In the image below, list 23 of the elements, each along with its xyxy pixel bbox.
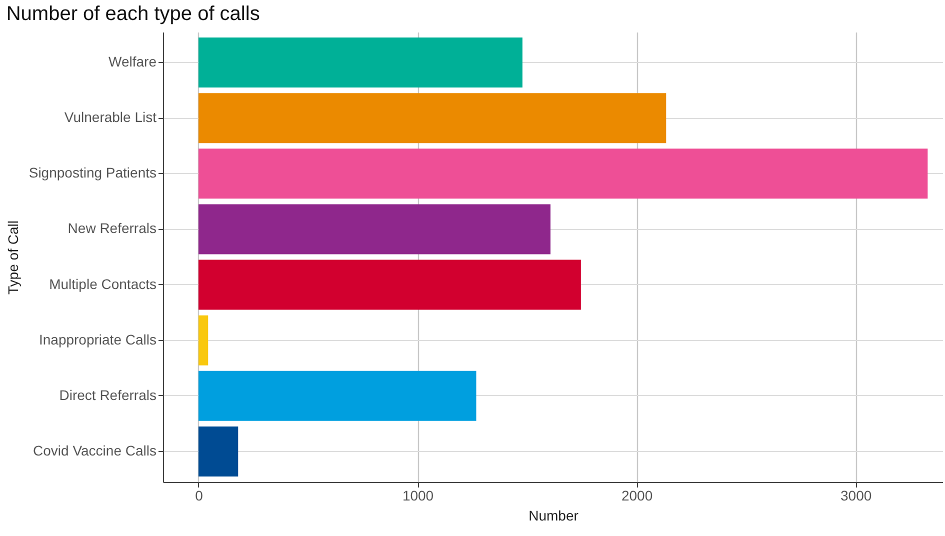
y-tick-label: Welfare: [108, 54, 157, 70]
x-tick-label: 3000: [840, 488, 872, 504]
y-tick-label: Vulnerable List: [64, 109, 157, 126]
bar: [198, 260, 581, 310]
bar: [198, 370, 476, 421]
y-tick-label: Multiple Contacts: [49, 276, 156, 292]
x-tick-label: 2000: [621, 488, 653, 504]
bar: [198, 426, 238, 476]
x-axis-title: Number: [528, 508, 579, 524]
y-tick-label: Inappropriate Calls: [38, 331, 156, 348]
bar: [198, 148, 928, 199]
y-axis-title: Type of Call: [4, 220, 21, 294]
x-tick-label: 0: [195, 488, 204, 504]
y-tick-label: Direct Referrals: [59, 386, 156, 403]
chart-title: Number of each type of calls: [6, 3, 260, 25]
bar: [198, 204, 550, 254]
bar: [198, 315, 208, 366]
x-tick-label: 1000: [402, 488, 434, 504]
y-tick-label: New Referrals: [68, 220, 156, 236]
y-tick-label: Signposting Patients: [28, 164, 156, 181]
bar: [198, 93, 666, 144]
y-tick-label: Covid Vaccine Calls: [33, 442, 156, 458]
bar: [198, 38, 522, 88]
